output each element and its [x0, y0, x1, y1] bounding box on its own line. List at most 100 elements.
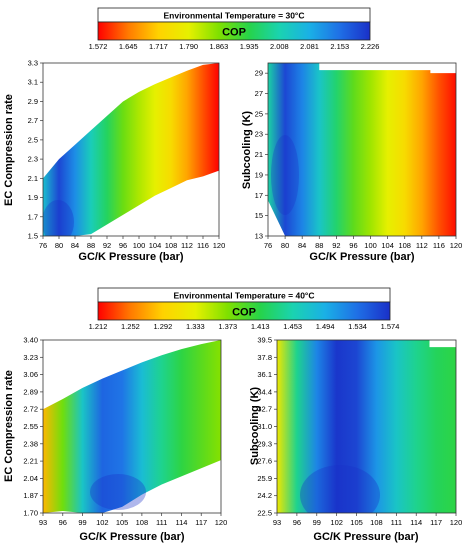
- colorbar-tick-label: 1.574: [381, 322, 400, 331]
- colorbar-tick-label: 1.790: [179, 42, 198, 51]
- y-tick-label: 39.5: [257, 336, 272, 345]
- x-tick-label: 108: [165, 241, 178, 250]
- colorbar-tick-label: 1.453: [283, 322, 302, 331]
- cop-field-bottom-left: [43, 340, 221, 513]
- x-tick-label: 80: [55, 241, 63, 250]
- x-tick-label: 84: [71, 241, 79, 250]
- colorbar-bottom-label: COP: [232, 307, 256, 319]
- axes-frame-top-left: [42, 62, 220, 237]
- y-tick-label: 2.04: [23, 474, 38, 483]
- y-tick-label: 2.5: [28, 135, 38, 144]
- ylabel-top-right: Subcooling (K): [241, 111, 253, 190]
- y-tick-label: 2.7: [28, 116, 38, 125]
- y-tick-label: 27.6: [257, 457, 272, 466]
- y-tick-label: 3.23: [23, 353, 38, 362]
- x-tick-label: 120: [215, 518, 228, 527]
- y-tick-label: 29: [255, 69, 263, 78]
- colorbar-bottom-bar: [97, 301, 391, 321]
- x-tick-label: 108: [136, 518, 149, 527]
- cop-max-region-bottom-left: [90, 474, 146, 510]
- x-tick-label: 84: [298, 241, 306, 250]
- x-tick-label: 111: [156, 518, 167, 527]
- x-tick-label: 100: [364, 241, 377, 250]
- y-tick-label: 2.72: [23, 405, 38, 414]
- xlabel-bottom-right: GC/K Pressure (bar): [313, 531, 418, 543]
- y-tick-label: 3.40: [23, 336, 38, 345]
- x-tick-label: 104: [149, 241, 162, 250]
- x-tick-label: 104: [381, 241, 394, 250]
- y-tick-label: 2.9: [28, 97, 38, 106]
- cop-field-top-right: [268, 63, 456, 236]
- cop-max-region-top-right: [271, 135, 299, 215]
- x-tick-label: 99: [313, 518, 321, 527]
- colorbar-tick-label: 1.494: [316, 322, 335, 331]
- ylabel-bottom-right: Subcooling (K): [249, 387, 261, 466]
- y-tick-label: 1.9: [28, 193, 38, 202]
- colorbar-tick-label: 1.572: [89, 42, 108, 51]
- x-tick-label: 96: [59, 518, 67, 527]
- x-tick-label: 108: [398, 241, 411, 250]
- colorbar-tick-label: 1.717: [149, 42, 168, 51]
- x-tick-label: 105: [116, 518, 129, 527]
- colorbar-tick-label: 2.008: [270, 42, 289, 51]
- y-tick-label: 27: [255, 89, 263, 98]
- x-tick-label: 76: [264, 241, 272, 250]
- colorbar-tick-label: 2.153: [330, 42, 349, 51]
- y-tick-label: 25.9: [257, 474, 272, 483]
- x-tick-label: 116: [197, 241, 209, 250]
- x-tick-label: 120: [450, 241, 463, 250]
- colorbar-tick-label: 1.373: [218, 322, 237, 331]
- x-tick-label: 80: [281, 241, 289, 250]
- colorbar-top-label: COP: [222, 27, 246, 39]
- x-tick-label: 102: [330, 518, 343, 527]
- panel-top-right: 76 80 84 88 92 96 100 104 108 112 116 120 13 15 17 19 21…: [241, 62, 463, 263]
- x-tick-label: 99: [78, 518, 86, 527]
- y-tick-label: 13: [255, 232, 263, 241]
- y-tick-label: 2.3: [28, 155, 38, 164]
- y-tick-label: 21: [255, 150, 263, 159]
- y-tick-label: 37.8: [257, 353, 272, 362]
- x-tick-label: 93: [39, 518, 47, 527]
- y-tick-label: 1.87: [23, 491, 38, 500]
- y-tick-label: 32.7: [257, 405, 272, 414]
- x-tick-label: 116: [433, 241, 445, 250]
- colorbar-tick-label: 1.413: [251, 322, 270, 331]
- colorbar-tick-label: 1.252: [121, 322, 140, 331]
- panel-bottom-right: 93 96 99 102 105 108 111 114 117 120 22.5 24.2 25.9 2…: [249, 336, 462, 544]
- colorbar-tick-label: 1.863: [209, 42, 228, 51]
- y-tick-label: 15: [255, 211, 263, 220]
- x-tick-label: 105: [350, 518, 363, 527]
- x-tick-label: 120: [213, 241, 226, 250]
- colorbar-bottom: Environmental Temperature = 40°C COP 1.2…: [89, 287, 400, 331]
- x-tick-label: 96: [349, 241, 357, 250]
- x-tick-label: 108: [370, 518, 383, 527]
- colorbar-top-header: Environmental Temperature = 30°C: [164, 11, 305, 21]
- colorbar-tick-label: 1.645: [119, 42, 138, 51]
- y-tick-label: 3.06: [23, 370, 38, 379]
- x-tick-label: 102: [96, 518, 109, 527]
- y-tick-label: 2.89: [23, 387, 38, 396]
- x-tick-label: 96: [119, 241, 127, 250]
- colorbar-tick-label: 2.081: [300, 42, 319, 51]
- x-tick-label: 117: [195, 518, 207, 527]
- y-tick-label: 31.0: [257, 422, 272, 431]
- y-tick-label: 2.21: [23, 457, 38, 466]
- xlabel-bottom-left: GC/K Pressure (bar): [79, 531, 184, 543]
- y-tick-label: 2.55: [23, 422, 38, 431]
- x-tick-label: 111: [391, 518, 402, 527]
- panel-bottom-left: 93 96 99 102 105 108 111 114 117 120 1.70 1.87 2.04 2…: [3, 336, 227, 544]
- colorbar-bottom-ticks: 1.212 1.252 1.292 1.333 1.373 1.413 1.453 1.494…: [89, 322, 400, 331]
- y-tick-label: 1.7: [28, 212, 38, 221]
- x-tick-label: 92: [103, 241, 111, 250]
- axes-frame-top-right: [267, 62, 457, 237]
- colorbar-tick-label: 1.935: [240, 42, 259, 51]
- x-tick-label: 114: [175, 518, 187, 527]
- y-tick-label: 22.5: [257, 509, 272, 518]
- y-tick-label: 34.4: [257, 387, 272, 396]
- y-tick-label: 1.70: [23, 509, 38, 518]
- x-tick-label: 96: [293, 518, 301, 527]
- xlabel-top-left: GC/K Pressure (bar): [78, 251, 183, 263]
- y-tick-label: 1.5: [28, 232, 38, 241]
- x-tick-label: 88: [315, 241, 323, 250]
